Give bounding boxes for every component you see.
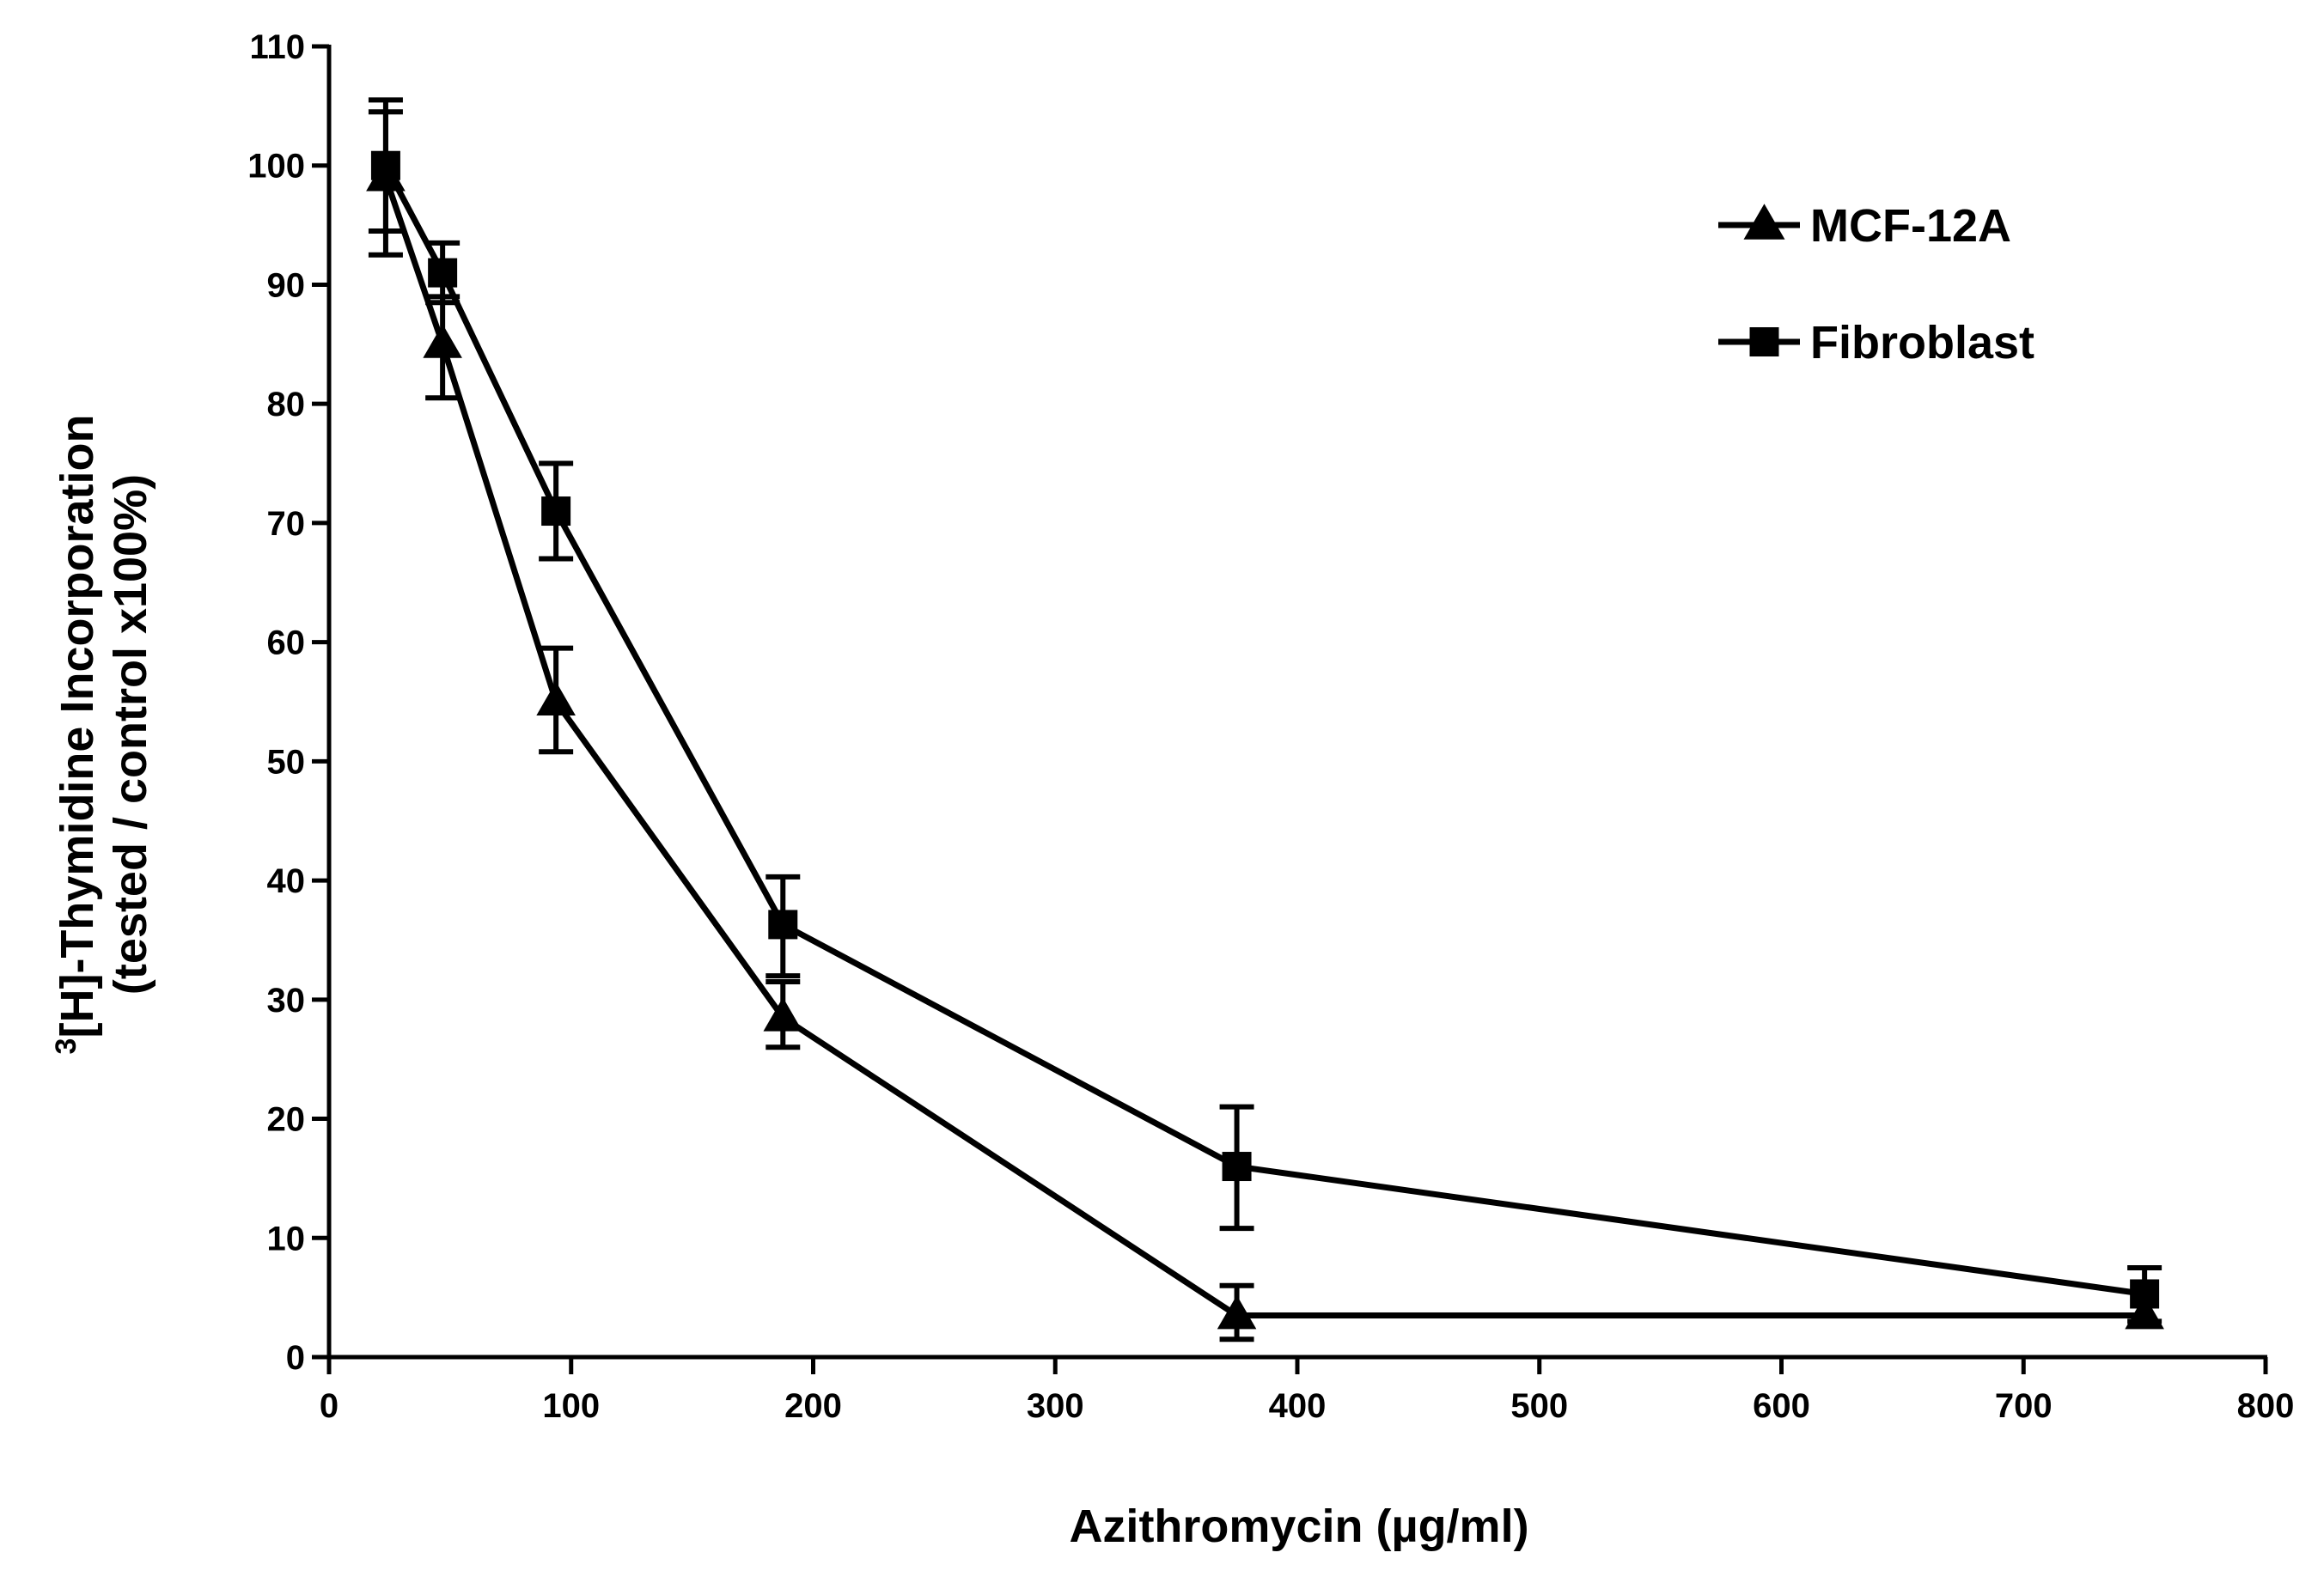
legend-marker (1749, 327, 1779, 356)
legend-item: MCF-12A (1718, 200, 2011, 252)
data-point (1217, 1294, 1257, 1330)
y-tick-label: 80 (267, 386, 306, 423)
data-point (423, 324, 462, 358)
y-tick-label: 90 (267, 266, 306, 304)
svg-text:3[H]-Thymidine Incorporation: 3[H]-Thymidine Incorporation (50, 415, 103, 1055)
x-tick-label: 500 (1510, 1387, 1568, 1425)
x-tick-label: 200 (784, 1387, 842, 1425)
y-tick-label: 50 (267, 743, 306, 781)
x-tick-label: 400 (1269, 1387, 1327, 1425)
axes: 0 100 200 300 400 500 600 700 800 0 10 20 30 40 50 60 7… (247, 28, 2294, 1425)
legend: MCF-12A Fibroblast (1718, 200, 2034, 368)
y-axis-title: 3[H]-Thymidine Incorporation (tested / c… (50, 415, 156, 1055)
legend-label: Fibroblast (1810, 317, 2034, 368)
data-point (2130, 1279, 2160, 1309)
series-layer (366, 97, 2164, 1343)
y-axis-title-line1: [H]-Thymidine Incorporation (52, 415, 103, 1038)
y-tick-label: 60 (267, 624, 306, 662)
y-tick-label: 70 (267, 505, 306, 543)
y-axis-title-line2: (tested / control x100%) (105, 474, 156, 995)
x-ticks: 0 100 200 300 400 500 600 700 800 (320, 1357, 2295, 1425)
y-tick-label: 10 (267, 1220, 306, 1257)
series-fibroblast (368, 97, 2162, 1324)
x-tick-label: 700 (1995, 1387, 2053, 1425)
y-tick-label: 40 (267, 862, 306, 900)
x-tick-label: 300 (1027, 1387, 1084, 1425)
y-tick-label: 100 (247, 148, 305, 186)
data-point (1222, 1152, 1252, 1182)
legend-marker (1743, 204, 1785, 240)
data-point (370, 150, 400, 180)
x-tick-label: 0 (320, 1387, 339, 1425)
x-tick-label: 800 (2237, 1387, 2295, 1425)
y-tick-label: 0 (286, 1339, 305, 1377)
data-point (768, 910, 798, 940)
y-tick-label: 20 (267, 1101, 306, 1139)
series-line (382, 164, 2145, 1297)
y-tick-label: 110 (249, 28, 305, 66)
data-point (763, 997, 803, 1032)
data-point (541, 496, 571, 527)
data-point (428, 258, 458, 288)
x-tick-label: 100 (542, 1387, 600, 1425)
y-tick-label: 30 (267, 982, 306, 1020)
series-mcf-12a (366, 109, 2164, 1343)
series-line (382, 176, 2145, 1318)
x-tick-label: 600 (1753, 1387, 1810, 1425)
y-axis-title-superscript: 3 (50, 1038, 82, 1055)
data-point (536, 681, 576, 715)
legend-label: MCF-12A (1810, 200, 2011, 252)
y-ticks: 0 10 20 30 40 50 60 70 80 90 100 110 (247, 28, 329, 1377)
x-axis-title: Azithromycin (µg/ml) (1069, 1501, 1528, 1552)
legend-item: Fibroblast (1718, 317, 2034, 368)
